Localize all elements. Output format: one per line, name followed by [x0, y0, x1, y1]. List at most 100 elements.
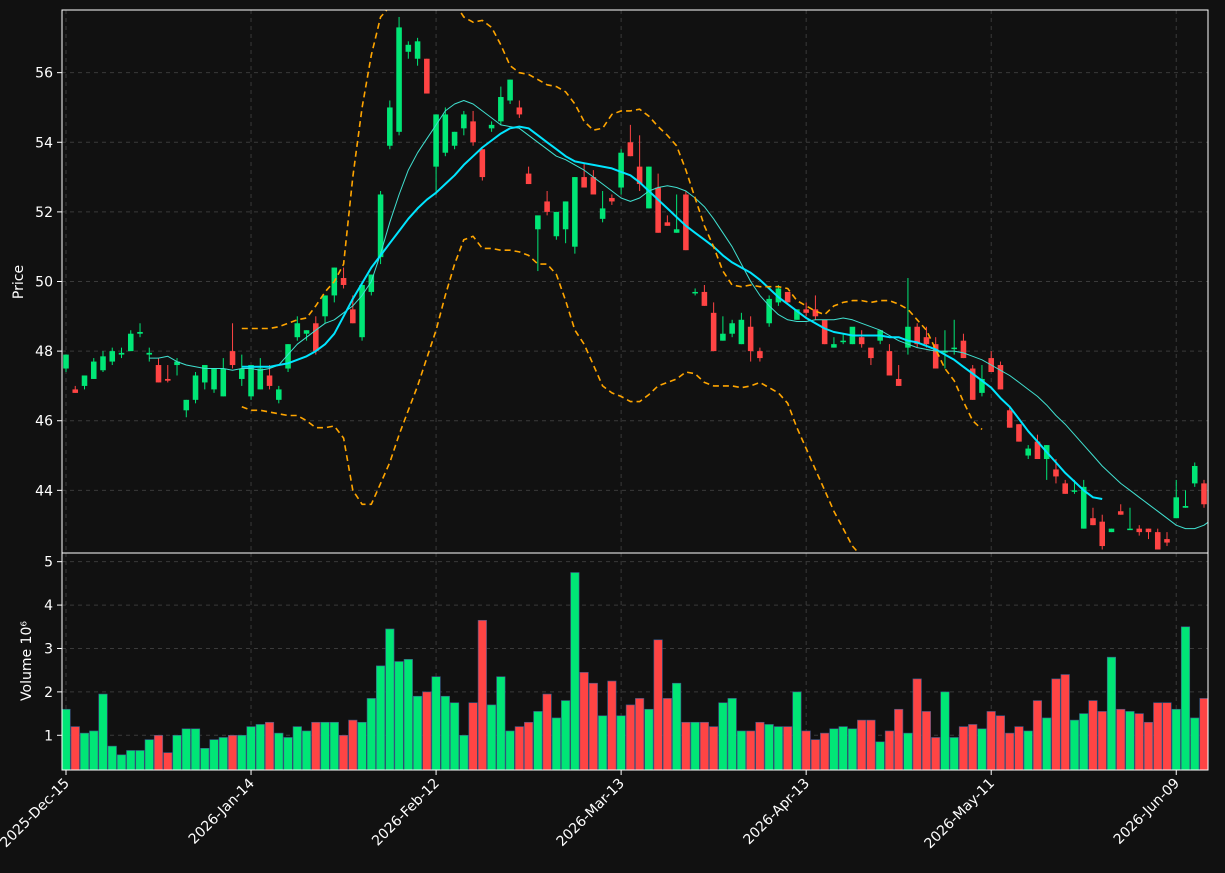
candle-body [886, 351, 893, 376]
volume-bar [274, 732, 284, 771]
candle-body [479, 149, 486, 178]
volume-bar [820, 732, 830, 771]
volume-bar [986, 711, 996, 771]
candle-body [997, 365, 1004, 390]
candle-body [442, 114, 449, 153]
candle-body [942, 351, 948, 353]
candle-body [803, 309, 809, 313]
volume-bar [403, 659, 413, 771]
candle-body [377, 194, 384, 258]
candle-body [229, 351, 236, 366]
candle-body [1025, 448, 1031, 456]
candle-body [562, 201, 569, 230]
volume-bar [561, 700, 571, 771]
candle-body [1145, 528, 1152, 533]
candle-body [1016, 424, 1022, 442]
candle-body [192, 375, 199, 400]
volume-tick-label: 3 [44, 641, 53, 657]
candle-body [322, 295, 328, 317]
volume-panel-frame [61, 552, 1209, 771]
candle-body [720, 333, 726, 341]
candle-body [405, 44, 412, 52]
volume-bar [1097, 711, 1107, 771]
volume-bar [755, 721, 765, 771]
volume-bar [598, 715, 608, 771]
candle-body [248, 365, 254, 397]
volume-bar [1079, 713, 1089, 771]
volume-tick-label: 5 [44, 555, 53, 571]
candle-body [81, 375, 88, 386]
candle-body [1136, 528, 1143, 533]
price-axis-label: Price [11, 265, 27, 299]
candle-body [433, 114, 439, 167]
candle-body [109, 351, 116, 362]
volume-bar [699, 721, 709, 771]
volume-bar [1069, 719, 1080, 771]
volume-bar [79, 732, 90, 771]
candle-body [313, 323, 319, 352]
volume-bar [339, 734, 349, 771]
volume-bar [190, 728, 201, 771]
candle-body [784, 291, 791, 303]
volume-bar [921, 711, 931, 771]
candle-body [535, 215, 541, 230]
volume-bar [477, 619, 487, 771]
candle-body [581, 177, 587, 188]
volume-bar [431, 676, 441, 771]
volume-bar [672, 682, 682, 771]
volume-bar [903, 732, 913, 771]
volume-bar [89, 730, 99, 771]
volume-bar [681, 721, 691, 771]
volume-bar [570, 572, 580, 771]
candle-body [905, 326, 911, 348]
volume-bar [459, 734, 469, 771]
volume-bar [736, 730, 746, 771]
candle-body [831, 344, 837, 348]
volume-bar [644, 708, 654, 771]
volume-tick-label: 4 [44, 598, 53, 614]
volume-bar [773, 726, 783, 771]
volume-bar [579, 672, 589, 771]
candle-body [276, 389, 282, 400]
price-tick-label: 46 [35, 414, 53, 430]
candle-body [488, 124, 495, 129]
price-tick-label: 54 [35, 135, 53, 151]
candle-body [655, 187, 661, 233]
candle-body [710, 312, 717, 352]
candle-body [1053, 469, 1059, 477]
volume-tick-label: 1 [44, 728, 53, 744]
price-tick-label: 52 [35, 205, 53, 221]
volume-bar [255, 724, 265, 771]
volume-bar [764, 724, 774, 771]
volume-bar [376, 665, 386, 771]
candle-body [701, 291, 708, 306]
volume-bar [422, 691, 432, 771]
price-y-ticks: 44 46 48 50 52 54 56 [35, 66, 62, 499]
candle-body [220, 368, 227, 397]
candle-body [766, 298, 772, 324]
candle-body [202, 365, 208, 383]
volume-bar [357, 721, 367, 771]
volume-bar [348, 719, 358, 771]
volume-bar [468, 702, 478, 771]
candle-body [599, 208, 606, 219]
volume-bar [366, 698, 376, 771]
line-ma_slow [241, 125, 1103, 500]
volume-bar [1199, 698, 1209, 771]
candle-body [618, 152, 624, 188]
volume-bar [884, 730, 894, 771]
candle-body [1034, 441, 1041, 460]
volume-bar [61, 708, 71, 771]
volume-bar [727, 698, 737, 771]
candle-body [100, 356, 106, 371]
candle-body [359, 284, 365, 338]
volume-bar [847, 728, 857, 771]
volume-bar [968, 724, 978, 771]
volume-bar [98, 693, 108, 771]
volume-bar [718, 702, 728, 771]
volume-bar [1125, 711, 1135, 771]
candle-body [636, 166, 643, 185]
volume-bar [931, 737, 941, 771]
volume-bar [311, 721, 321, 771]
line-band_upper [241, 10, 983, 430]
